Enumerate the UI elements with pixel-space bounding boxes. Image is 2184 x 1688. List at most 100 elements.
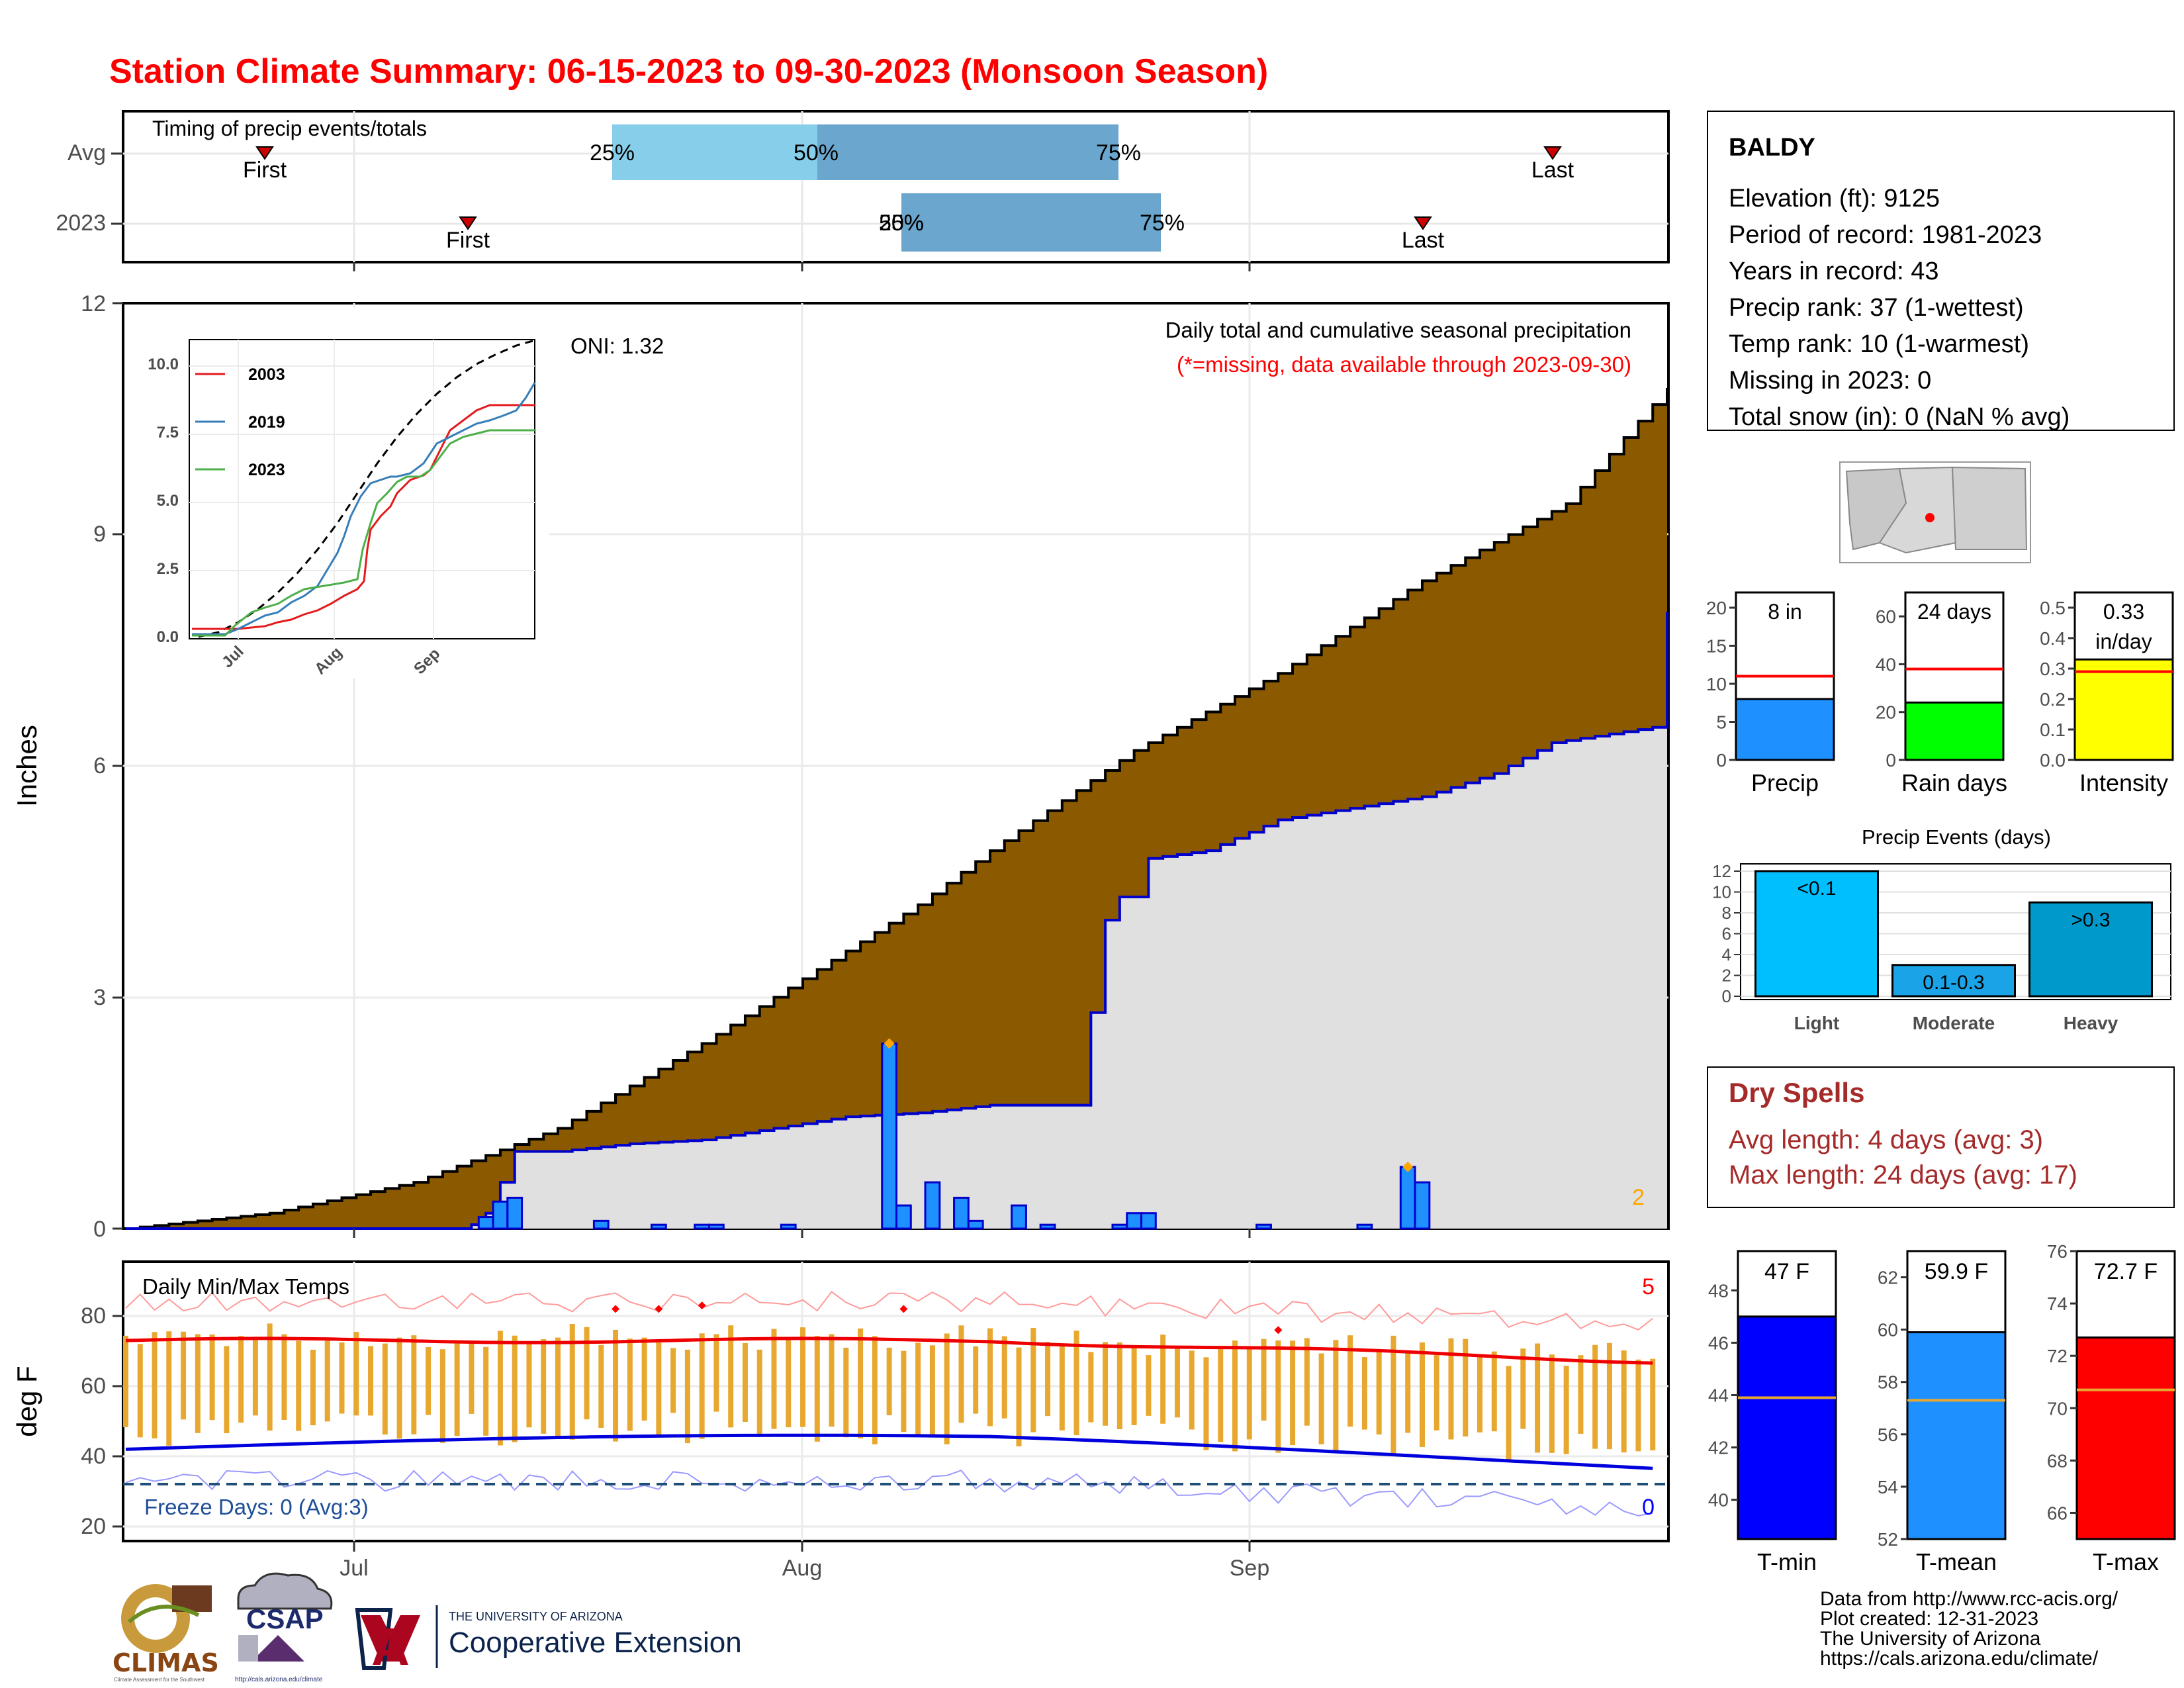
daily-temp-range-bar	[123, 1335, 128, 1427]
daily-temp-range-bar	[1030, 1328, 1036, 1432]
daily-temp-range-bar	[814, 1336, 820, 1442]
precip-ytick-12: 12	[81, 291, 106, 316]
ua-a-letter: A	[371, 1617, 410, 1676]
daily-temp-range-bar	[1347, 1335, 1353, 1427]
inset-ytick-0: 0.0	[157, 628, 179, 646]
climas-logo: CLIMAS Climate Assessment for the Southw…	[113, 1584, 219, 1683]
tmax-summary-ytick: 66	[2047, 1503, 2068, 1523]
daily-temp-range-bar	[756, 1349, 762, 1436]
daily-temp-range-bar	[1304, 1338, 1310, 1426]
daily-temp-range-bar	[1073, 1331, 1079, 1436]
daily-precip-bar	[924, 1181, 941, 1230]
y2023-p75-label: 75%	[1140, 211, 1185, 236]
station-line-1: Period of record: 1981-2023	[1729, 221, 2042, 249]
inset-legend-2019: 2019	[248, 413, 285, 432]
record-min-line	[125, 1470, 1653, 1517]
tmax-summary-ytick: 76	[2047, 1241, 2068, 1262]
daily-temp-range-bar	[684, 1349, 690, 1444]
events-bar-tag: >0.3	[2071, 909, 2110, 931]
daily-temp-range-bar	[1059, 1343, 1065, 1430]
events-bar-heavy	[2028, 901, 2153, 998]
events-ytick: 4	[1722, 945, 1731, 964]
daily-precip-bar	[592, 1219, 610, 1230]
tmean-summary-ytick: 62	[1878, 1268, 1898, 1288]
inset-avg-line	[198, 340, 533, 638]
daily-temp-range-bar	[901, 1350, 907, 1432]
daily-temp-range-bar	[641, 1337, 647, 1421]
ua-logo: A THE UNIVERSITY OF ARIZONA Cooperative …	[355, 1605, 742, 1676]
temp-panel: Daily Min/Max Temps Freeze Days: 0 (Avg:…	[11, 262, 1670, 1581]
daily-temp-range-bar	[569, 1324, 575, 1440]
daily-temp-range-bar	[310, 1350, 316, 1426]
precip-ytick-3: 3	[93, 985, 106, 1010]
station-name: BALDY	[1729, 134, 1815, 162]
daily-temp-range-bar	[1203, 1357, 1209, 1450]
cold-days-count: 0	[1642, 1495, 1655, 1520]
daily-temp-range-bar	[238, 1336, 244, 1423]
inset-line-2023	[192, 429, 535, 637]
rain-days-summary-ytick: 40	[1876, 654, 1896, 675]
ua-big-text: Cooperative Extension	[449, 1626, 742, 1659]
daily-temp-range-bar	[137, 1344, 143, 1438]
daily-max-marker	[884, 1038, 895, 1049]
daily-temp-range-bar	[1390, 1335, 1396, 1455]
inset-ytick-1: 2.5	[157, 560, 179, 578]
daily-temp-range-bar	[152, 1332, 158, 1438]
daily-temp-range-bar	[353, 1332, 359, 1416]
daily-precip-bar	[1414, 1181, 1431, 1230]
footer-line-1: Plot created: 12-31-2023	[1820, 1608, 2038, 1630]
temp-ytick-60: 60	[81, 1374, 106, 1399]
location-map	[1839, 461, 2031, 563]
daily-temp-range-bar	[1621, 1350, 1627, 1453]
rain-days-summary-value-label: 24 days	[1917, 600, 1991, 624]
events-bar-tag: 0.1-0.3	[1923, 972, 1984, 994]
daily-temp-range-bar	[958, 1325, 964, 1423]
daily-temp-range-bar	[209, 1334, 215, 1421]
daily-temp-range-bar	[1491, 1351, 1497, 1432]
precip-corner-count: 2	[1632, 1185, 1645, 1210]
tmean-summary-value-label: 59.9 F	[1925, 1259, 1988, 1284]
daily-temp-range-bar	[252, 1338, 258, 1416]
tmin-summary-ytick: 40	[1708, 1490, 1729, 1511]
intensity-summary-ytick: 0.4	[2040, 628, 2066, 649]
daily-precip-bar	[1126, 1212, 1143, 1230]
precip-panel: Inches 0 3 6 9 12 Daily total and cumula…	[11, 291, 1670, 1242]
daily-precip-bar	[477, 1216, 494, 1230]
avg-p75-label: 75%	[1096, 140, 1141, 165]
daily-temp-range-bar	[1361, 1357, 1367, 1430]
daily-precip-bar	[492, 1200, 509, 1230]
daily-precip-bar	[967, 1219, 984, 1230]
daily-temp-range-bar	[497, 1331, 503, 1446]
daily-temp-range-bar	[1606, 1342, 1612, 1450]
daily-temp-range-bar	[396, 1337, 402, 1439]
daily-temp-range-bar	[181, 1331, 187, 1420]
daily-temp-range-bar	[439, 1349, 445, 1443]
daily-temp-range-bar	[699, 1333, 705, 1439]
temp-ytick-40: 40	[81, 1444, 106, 1469]
tmax-summary-ytick: 68	[2047, 1450, 2068, 1471]
rain-days-summary-bar	[1904, 701, 2005, 761]
precip-summary-label: Precip	[1751, 769, 1819, 796]
avg-cumulative-line	[126, 388, 1668, 1230]
daily-precip-bar	[1399, 1166, 1416, 1230]
daily-temp-range-bar	[872, 1336, 878, 1444]
daily-temp-range-bar	[728, 1325, 734, 1428]
rain-days-summary-ytick: 60	[1876, 606, 1896, 627]
timing-row-avg-label: Avg	[68, 140, 106, 165]
avg-early-bar	[612, 124, 817, 180]
daily-temp-range-bar	[886, 1347, 892, 1415]
avg-max-line	[125, 1336, 1653, 1365]
rain-days-summary-ytick: 0	[1886, 750, 1896, 771]
daily-temp-range-bar	[1405, 1351, 1411, 1433]
daily-temp-range-bar	[1563, 1366, 1569, 1454]
daily-temp-range-bar	[929, 1345, 935, 1437]
y2023-bar	[901, 193, 1161, 252]
precip-summary-bar	[1735, 698, 1835, 761]
inset-ytick-4: 10.0	[148, 355, 179, 373]
intensity-summary-ytick: 0.1	[2040, 720, 2066, 740]
timing-panel: Timing of precip events/totals Avg 2023 …	[56, 110, 1670, 263]
daily-temp-range-bar	[1246, 1347, 1252, 1440]
daily-temp-range-bar	[858, 1328, 864, 1438]
cumulative-2023-area	[126, 612, 1667, 1229]
